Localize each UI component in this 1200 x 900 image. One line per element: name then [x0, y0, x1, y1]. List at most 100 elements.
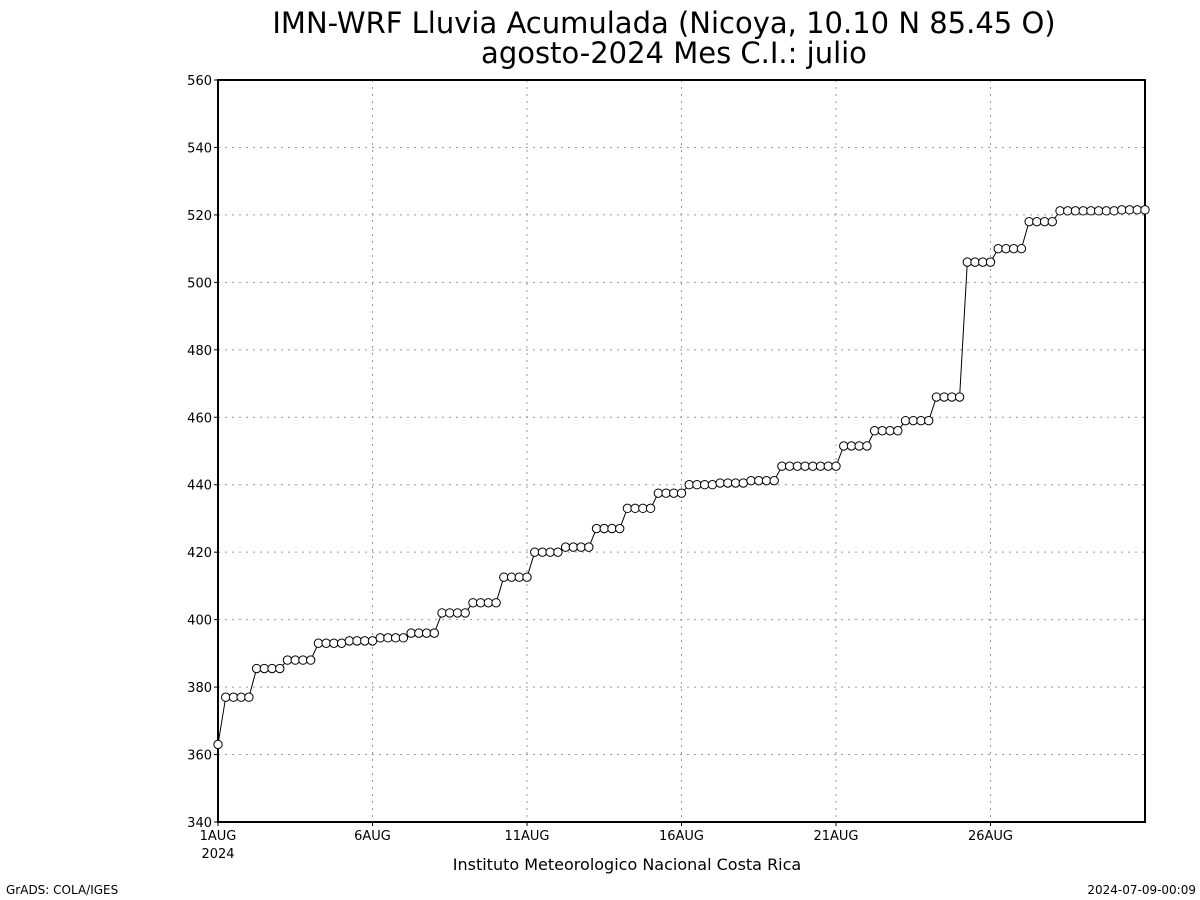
data-point: [1132, 205, 1142, 215]
chart-title: IMN-WRF Lluvia Acumulada (Nicoya, 10.10 …: [272, 6, 1055, 40]
data-point: [707, 480, 718, 490]
data-point: [313, 638, 324, 648]
data-point: [576, 542, 586, 552]
x-tick-label: 26AUG: [968, 829, 1013, 844]
data-point: [360, 636, 370, 646]
data-point: [445, 608, 455, 618]
data-point: [568, 542, 579, 552]
data-point: [228, 692, 239, 702]
data-point: [213, 739, 223, 750]
data-point: [1086, 206, 1096, 216]
data-point: [622, 503, 633, 514]
data-point: [1140, 205, 1150, 215]
data-point: [885, 426, 895, 436]
data-point: [962, 257, 973, 267]
data-point: [1109, 206, 1119, 216]
x-tick-label: 16AUG: [659, 829, 704, 844]
data-point: [1039, 216, 1050, 227]
data-point: [800, 461, 810, 471]
data-point: [692, 480, 702, 490]
y-tick-label: 500: [187, 276, 212, 291]
data-point: [684, 480, 694, 490]
data-point: [839, 441, 849, 451]
y-tick-label: 440: [187, 479, 212, 494]
data-point: [390, 633, 401, 643]
y-tick-label: 540: [187, 141, 212, 156]
data-point: [452, 608, 463, 618]
data-point: [514, 572, 524, 582]
data-point: [275, 663, 285, 674]
data-point: [754, 475, 764, 486]
data-point: [931, 392, 942, 402]
data-point: [869, 426, 880, 436]
axes: 340 360 380 400 420 440 460 480 500 520 540 560 1AUG…: [187, 74, 1146, 862]
x-tick-sublabel: 2024: [201, 847, 234, 862]
x-tick-label: 21AUG: [813, 829, 858, 844]
data-point: [1047, 216, 1058, 227]
y-tick-label: 340: [187, 816, 212, 831]
data-point: [846, 441, 857, 451]
x-tick-label: 1AUG: [200, 829, 237, 844]
data-point: [653, 488, 664, 498]
data-point: [715, 478, 725, 488]
footer-right: 2024-07-09-00:09: [1087, 883, 1196, 897]
data-point: [1063, 206, 1073, 216]
data-point: [1078, 206, 1088, 216]
grid-lines: [218, 80, 1145, 822]
data-point: [661, 488, 671, 498]
data-point: [475, 598, 486, 608]
data-point: [970, 257, 980, 267]
data-point: [298, 655, 308, 665]
data-point: [530, 547, 540, 557]
data-point: [221, 692, 231, 702]
data-point: [499, 572, 509, 582]
data-point: [329, 638, 339, 648]
y-tick-label: 480: [187, 344, 212, 359]
data-point: [699, 480, 710, 490]
data-point: [1001, 243, 1011, 254]
data-point: [738, 478, 748, 488]
y-tick-label: 360: [187, 749, 212, 764]
data-point: [815, 461, 826, 471]
data-point: [506, 572, 517, 582]
data-point: [730, 478, 741, 488]
data-point: [244, 692, 254, 702]
data-point: [1055, 206, 1065, 216]
data-point: [808, 461, 818, 471]
data-point: [545, 547, 555, 557]
data-point: [862, 441, 872, 451]
data-point: [468, 598, 478, 608]
y-tick-label: 420: [187, 546, 212, 561]
data-point: [236, 692, 246, 702]
data-point: [599, 523, 609, 534]
data-point: [375, 633, 385, 643]
data-point: [784, 461, 795, 471]
data-point: [383, 633, 393, 643]
data-point: [591, 523, 602, 534]
data-point: [352, 636, 362, 646]
data-point: [259, 663, 270, 674]
data-point: [645, 503, 656, 514]
data-point: [437, 608, 447, 618]
data-point: [522, 572, 532, 582]
data-point: [638, 503, 648, 514]
data-point: [290, 655, 300, 665]
data-point: [615, 523, 625, 534]
y-tick-label: 400: [187, 614, 212, 629]
data-point: [761, 475, 772, 486]
data-point: [1124, 205, 1135, 215]
data-point: [429, 628, 439, 638]
data-point: [777, 461, 787, 471]
data-point: [823, 461, 833, 471]
data-point: [908, 415, 918, 426]
data-point: [877, 426, 888, 436]
data-point: [993, 243, 1003, 254]
data-point: [676, 488, 687, 498]
data-point: [854, 441, 864, 451]
data-point: [831, 461, 841, 471]
data-point: [900, 415, 911, 426]
x-tick-label: 6AUG: [354, 829, 391, 844]
data-point: [1008, 243, 1019, 254]
data-point: [537, 547, 548, 557]
data-point: [251, 663, 262, 674]
